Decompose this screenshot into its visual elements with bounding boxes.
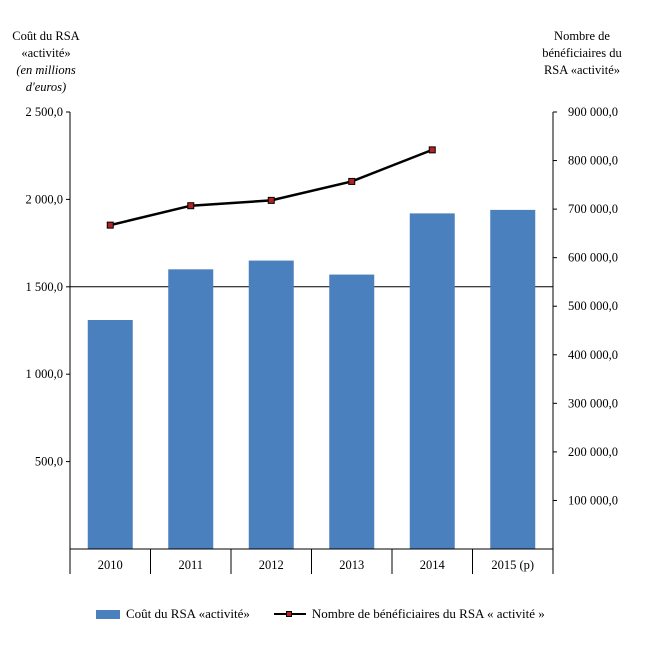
right-axis-title: Nombre de bénéficiaires du RSA «activité… bbox=[522, 28, 642, 79]
left-tick-label: 1 000,0 bbox=[26, 367, 64, 381]
x-tick-label: 2015 (p) bbox=[491, 558, 534, 572]
legend-swatch-bar bbox=[96, 609, 120, 619]
right-axis-title-line-1: Nombre de bbox=[554, 29, 610, 43]
left-axis-unit-line-1: (en millions bbox=[16, 63, 76, 77]
x-tick-label: 2012 bbox=[259, 558, 284, 572]
right-tick-label: 500 000,0 bbox=[568, 299, 618, 313]
left-tick-label: 1 500,0 bbox=[26, 280, 64, 294]
x-tick-label: 2011 bbox=[178, 558, 203, 572]
x-tick-label: 2010 bbox=[98, 558, 123, 572]
legend: Coût du RSA «activité» Nombre de bénéfic… bbox=[96, 606, 569, 622]
beneficiaries-marker bbox=[428, 146, 436, 154]
right-tick-label: 300 000,0 bbox=[568, 396, 618, 410]
bar-2012 bbox=[248, 260, 294, 549]
bar-2015p bbox=[490, 209, 536, 549]
right-axis-title-line-3: RSA «activité» bbox=[543, 63, 621, 77]
beneficiaries-line bbox=[109, 148, 433, 227]
beneficiaries-marker bbox=[267, 196, 275, 204]
beneficiaries-marker bbox=[106, 221, 114, 229]
legend-swatch-line bbox=[273, 610, 306, 619]
left-axis-unit-line-2: d'euros) bbox=[25, 80, 67, 94]
right-tick-label: 700 000,0 bbox=[568, 202, 618, 216]
right-tick-label: 900 000,0 bbox=[568, 105, 618, 119]
right-tick-label: 100 000,0 bbox=[568, 493, 618, 507]
legend-item-beneficiaries: Nombre de bénéficiaires du RSA « activit… bbox=[273, 606, 545, 622]
left-tick-label: 2 500,0 bbox=[26, 105, 64, 119]
bar-2013 bbox=[329, 274, 375, 549]
right-tick-label: 400 000,0 bbox=[568, 348, 618, 362]
legend-item-cost: Coût du RSA «activité» bbox=[96, 606, 250, 622]
x-tick-label: 2014 bbox=[420, 558, 446, 572]
beneficiaries-marker bbox=[187, 202, 195, 210]
bar-2011 bbox=[168, 269, 214, 549]
right-tick-label: 600 000,0 bbox=[568, 251, 618, 265]
bar-2014 bbox=[409, 213, 455, 549]
left-axis-title: Coût du RSA «activité» (en millions d'eu… bbox=[0, 28, 92, 96]
left-axis-title-line-2: «activité» bbox=[21, 46, 71, 60]
x-tick-label: 2013 bbox=[339, 558, 364, 572]
left-axis-title-line-1: Coût du RSA bbox=[12, 29, 80, 43]
left-tick-label: 500,0 bbox=[35, 455, 63, 469]
beneficiaries-marker bbox=[348, 177, 356, 185]
right-tick-label: 200 000,0 bbox=[568, 445, 618, 459]
right-tick-label: 800 000,0 bbox=[568, 154, 618, 168]
legend-label-cost: Coût du RSA «activité» bbox=[126, 606, 250, 621]
left-tick-label: 2 000,0 bbox=[26, 192, 64, 206]
bar-2010 bbox=[87, 320, 133, 549]
legend-label-beneficiaries: Nombre de bénéficiaires du RSA « activit… bbox=[311, 606, 545, 621]
right-axis-title-line-2: bénéficiaires du bbox=[542, 46, 622, 60]
